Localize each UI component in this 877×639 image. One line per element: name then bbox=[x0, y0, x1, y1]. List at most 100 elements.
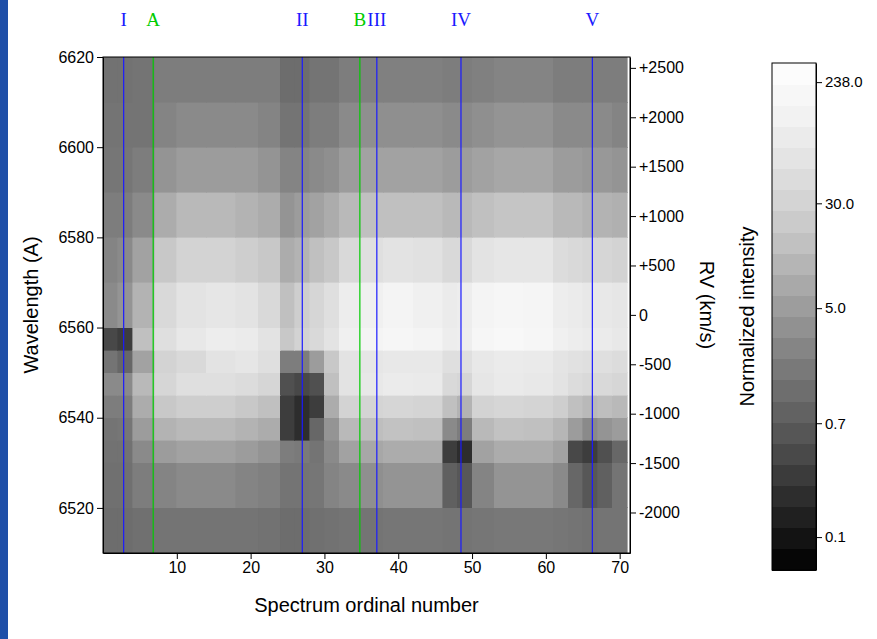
heatmap-cell bbox=[133, 350, 155, 373]
heatmap-cell bbox=[339, 395, 361, 418]
y-axis: 652065406560658066006620 bbox=[58, 49, 103, 554]
heatmap-cell bbox=[383, 237, 413, 282]
heatmap-cell bbox=[133, 328, 155, 351]
heatmap-cell bbox=[413, 418, 443, 441]
heatmap-cell bbox=[280, 328, 295, 351]
heatmap-cell bbox=[598, 440, 613, 463]
colorbar-step bbox=[772, 274, 816, 296]
y2-tick: 0 bbox=[630, 307, 648, 324]
heatmap-cell bbox=[177, 440, 207, 463]
heatmap-cell bbox=[280, 147, 295, 192]
heatmap-cell bbox=[472, 508, 494, 553]
heatmap-cell bbox=[568, 102, 583, 147]
heatmap-cell bbox=[280, 237, 295, 282]
heatmap-cell bbox=[258, 440, 280, 463]
heatmap-cell bbox=[280, 57, 295, 102]
heatmap-cell bbox=[598, 395, 613, 418]
marker-line bbox=[592, 57, 593, 553]
heatmap-cell bbox=[177, 57, 207, 102]
y2-tick-mark bbox=[630, 414, 636, 415]
y2-tick-label: +2500 bbox=[639, 59, 684, 76]
y-tick-label: 6560 bbox=[58, 319, 94, 336]
heatmap-cell bbox=[361, 237, 383, 282]
marker-label: V bbox=[585, 9, 599, 30]
heatmap-cell bbox=[236, 237, 258, 282]
heatmap-cell bbox=[472, 57, 494, 102]
heatmap-cell bbox=[339, 102, 361, 147]
colorbar-step bbox=[772, 63, 816, 85]
heatmap-cell bbox=[118, 192, 133, 237]
heatmap-cell bbox=[177, 463, 207, 508]
heatmap-cell bbox=[118, 395, 133, 418]
y2-tick-mark bbox=[630, 512, 636, 513]
heatmap-cell bbox=[177, 192, 207, 237]
heatmap-cell bbox=[206, 350, 236, 373]
heatmap-cell bbox=[457, 282, 472, 327]
x-tick-label: 30 bbox=[316, 559, 334, 576]
heatmap-cell bbox=[339, 237, 361, 282]
y2-tick: +2500 bbox=[630, 59, 684, 76]
colorbar-step bbox=[772, 253, 816, 275]
heatmap-cell bbox=[457, 192, 472, 237]
heatmap-cell bbox=[118, 508, 133, 553]
heatmap-cell bbox=[457, 395, 472, 418]
x-tick-label: 20 bbox=[242, 559, 260, 576]
heatmap-cell bbox=[383, 508, 413, 553]
heatmap-cell bbox=[383, 102, 413, 147]
heatmap-cell bbox=[568, 147, 583, 192]
marker-line bbox=[359, 57, 360, 553]
heatmap-cell bbox=[383, 373, 413, 396]
y2-tick-label: -2000 bbox=[639, 504, 680, 521]
heatmap-cell bbox=[118, 57, 133, 102]
heatmap-cell bbox=[383, 350, 413, 373]
heatmap-cell bbox=[236, 328, 258, 351]
heatmap-cell bbox=[155, 237, 177, 282]
heatmap-cell bbox=[324, 350, 339, 373]
heatmap-cell bbox=[583, 237, 598, 282]
heatmap-cell bbox=[280, 192, 295, 237]
x-tick-label: 10 bbox=[168, 559, 186, 576]
x-tick-mark bbox=[398, 553, 399, 559]
heatmap-cell bbox=[133, 418, 155, 441]
marker-line bbox=[153, 57, 154, 553]
heatmap-cell bbox=[524, 395, 554, 418]
colorbar-tick-mark bbox=[816, 423, 822, 424]
heatmap-cell bbox=[258, 282, 280, 327]
heatmap-cell bbox=[236, 102, 258, 147]
heatmap-cell bbox=[494, 395, 524, 418]
heatmap-cell bbox=[280, 350, 295, 373]
heatmap-cell bbox=[413, 395, 443, 418]
heatmap-cell bbox=[443, 237, 458, 282]
heatmap-cell bbox=[103, 328, 118, 351]
heatmap-cell bbox=[553, 192, 568, 237]
heatmap-cell bbox=[310, 328, 325, 351]
heatmap-cell bbox=[361, 57, 383, 102]
heatmap-cell bbox=[103, 192, 118, 237]
y2-tick: +1500 bbox=[630, 158, 684, 175]
heatmap-cell bbox=[598, 463, 613, 508]
heatmap-cell bbox=[443, 418, 458, 441]
heatmap-cell bbox=[443, 192, 458, 237]
heatmap-cell bbox=[177, 373, 207, 396]
heatmap-cell bbox=[524, 102, 554, 147]
heatmap-cell bbox=[103, 440, 118, 463]
heatmap-cell bbox=[324, 282, 339, 327]
heatmap-cell bbox=[413, 350, 443, 373]
heatmap-cell bbox=[310, 418, 325, 441]
heatmap-cell bbox=[583, 418, 598, 441]
colorbar-tick-label: 238.0 bbox=[825, 73, 863, 90]
y2-tick-label: 0 bbox=[639, 307, 648, 324]
heatmap-cell bbox=[568, 463, 583, 508]
heatmap-cell bbox=[258, 395, 280, 418]
heatmap-cell bbox=[494, 147, 524, 192]
heatmap-cell bbox=[524, 282, 554, 327]
heatmap-cell bbox=[310, 373, 325, 396]
colorbar-tick: 0.7 bbox=[816, 415, 846, 432]
heatmap-cell bbox=[324, 440, 339, 463]
x-tick-mark bbox=[177, 553, 178, 559]
x-tick: 30 bbox=[316, 553, 334, 576]
marker-label: B bbox=[354, 9, 367, 30]
heatmap-cell bbox=[206, 237, 236, 282]
heatmap-cell bbox=[118, 328, 133, 351]
heatmap-cell bbox=[177, 282, 207, 327]
